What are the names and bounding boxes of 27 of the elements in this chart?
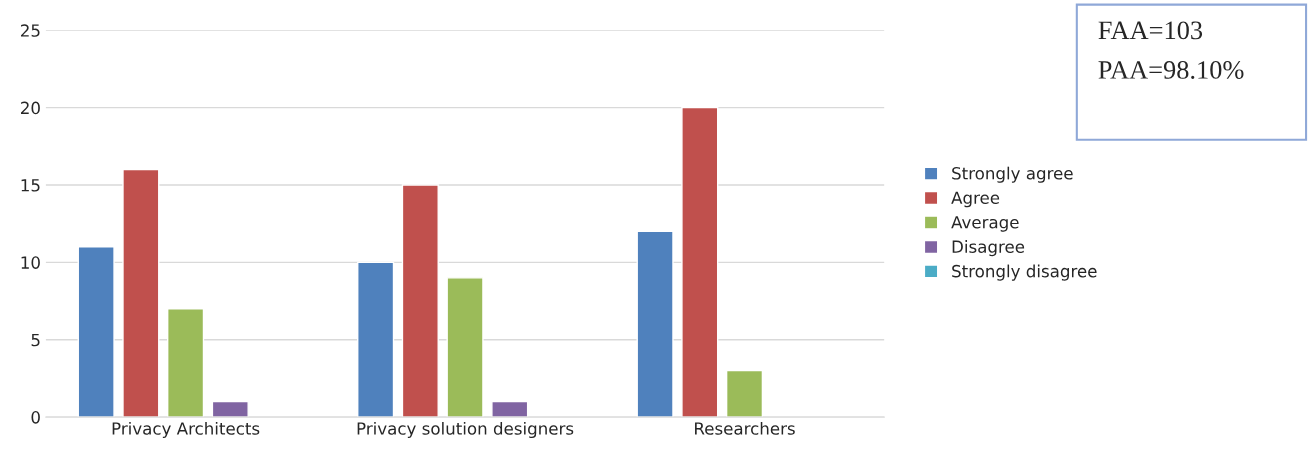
legend-label: Strongly disagree [952, 264, 1097, 281]
y-tick-label: 10 [21, 256, 40, 269]
bar [446, 277, 484, 418]
legend-label: Strongly agree [952, 166, 1073, 183]
y-tick-label: 15 [21, 179, 40, 192]
bar [77, 246, 115, 418]
x-tick-label: Privacy solution designers [357, 421, 574, 439]
bar [167, 308, 205, 418]
text: PAA=98.10% [1098, 61, 1244, 79]
y-tick-label: 0 [31, 411, 40, 424]
bar [357, 261, 395, 418]
bar [725, 369, 764, 418]
bar [491, 400, 529, 418]
bar [122, 168, 160, 418]
x-tick-label: Researchers [695, 421, 795, 435]
legend-label: Average [951, 216, 1019, 232]
bar [211, 400, 249, 418]
x-tick-label: Privacy Architects [112, 421, 260, 439]
legend-label: Agree [951, 191, 1000, 208]
bar [636, 230, 674, 418]
y-tick-label: 5 [31, 333, 40, 347]
y-tick-label: 25 [21, 24, 40, 37]
y-tick-label: 20 [21, 101, 40, 115]
bar [401, 184, 439, 418]
bar [681, 106, 719, 418]
text: FAA=103 [1098, 21, 1203, 40]
legend-label: Disagree [952, 240, 1025, 257]
